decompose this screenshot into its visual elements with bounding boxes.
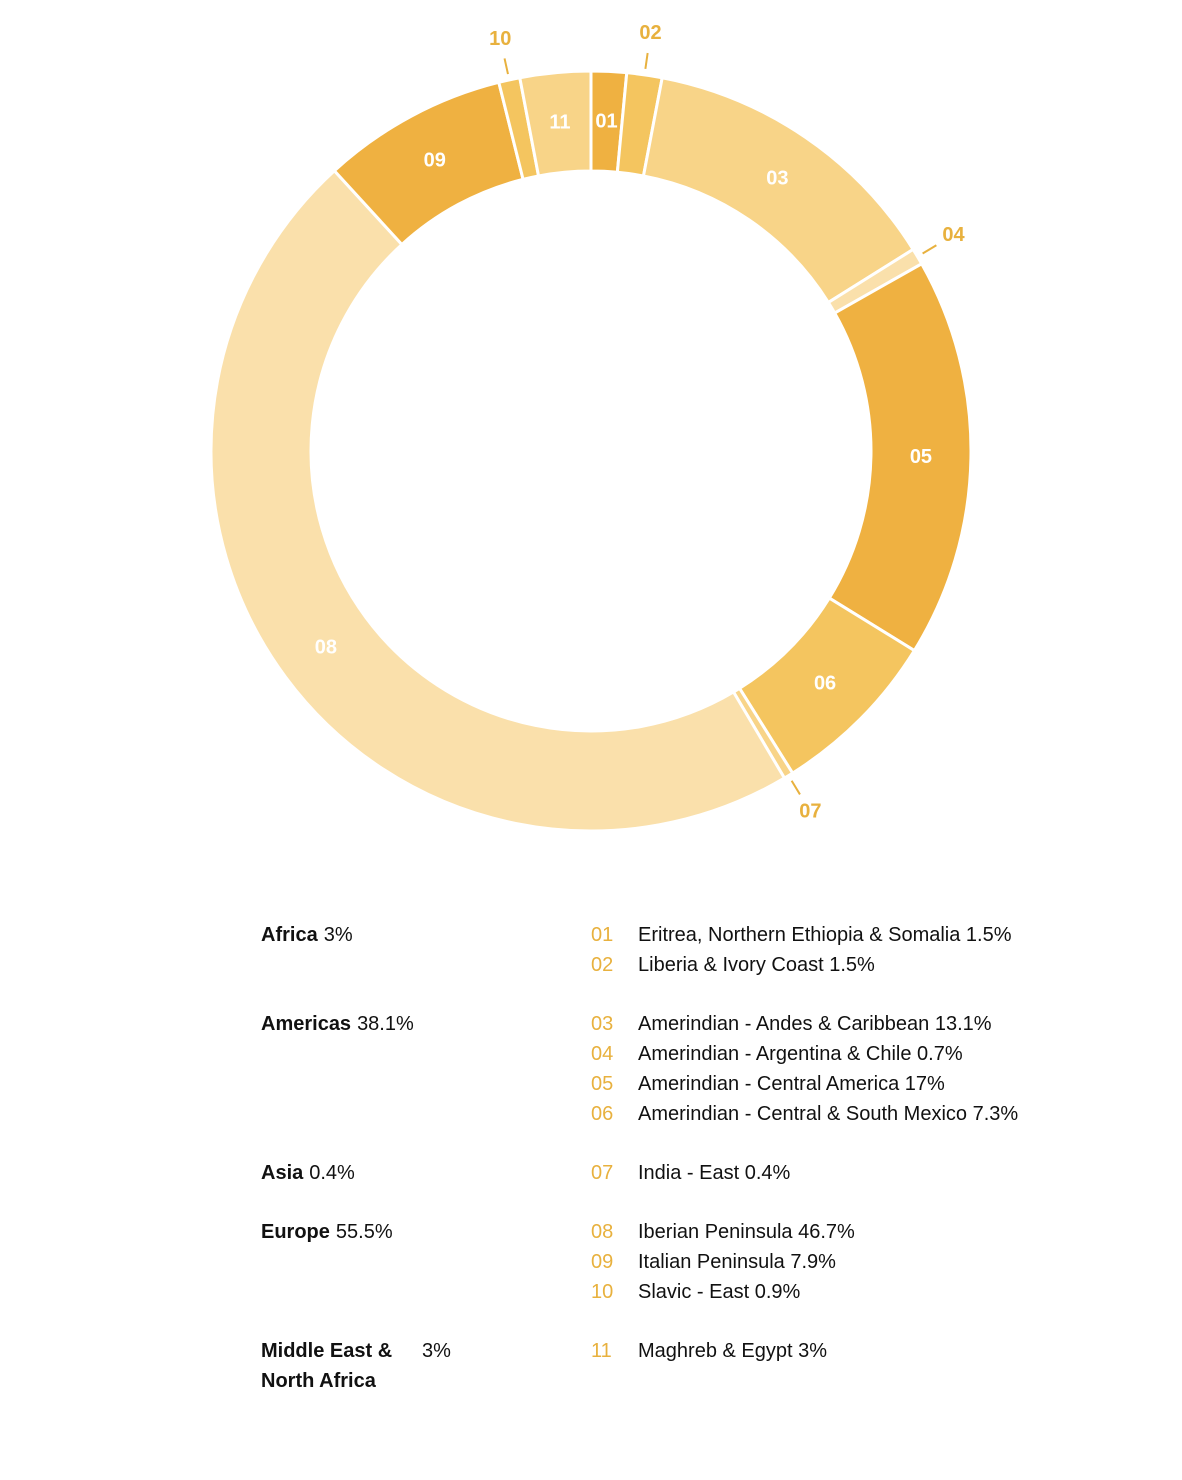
- legend-group: Middle East & North Africa 3% 11 Maghreb & …: [0, 1336, 1182, 1392]
- legend-item-number: 03: [591, 1013, 614, 1035]
- legend-item-label: Amerindian - Central & South Mexico 7.3%: [638, 1103, 1019, 1125]
- legend-item: 09 Italian Peninsula 7.9%: [591, 1247, 855, 1277]
- legend-item-number: 01: [591, 924, 614, 946]
- slice-label-10: 10: [489, 28, 511, 50]
- legend-item-number: 10: [591, 1281, 614, 1303]
- legend-item-label: Iberian Peninsula 46.7%: [638, 1221, 855, 1243]
- leader-line-04: [922, 244, 937, 255]
- slice-label-03: 03: [766, 168, 788, 190]
- legend-group: Americas 38.1% 03 Amerindian - Andes & Cari…: [0, 1009, 1182, 1129]
- legend-item-label: Amerindian - Central America 17%: [638, 1073, 945, 1095]
- legend-item: 06 Amerindian - Central & South Mexico 7.…: [591, 1099, 1018, 1129]
- legend-items: 11 Maghreb & Egypt 3%: [591, 1336, 827, 1366]
- legend-items: 08 Iberian Peninsula 46.7% 09 Italian Penin…: [591, 1217, 855, 1307]
- legend-group: Asia 0.4% 07 India - East 0.4%: [0, 1158, 1182, 1188]
- region-percent: 55.5%: [335, 1221, 393, 1243]
- legend-region: Europe 55.5%: [261, 1217, 561, 1247]
- region-name: Asia: [261, 1162, 304, 1184]
- legend-item: 05 Amerindian - Central America 17%: [591, 1069, 1018, 1099]
- legend-item: 08 Iberian Peninsula 46.7%: [591, 1217, 855, 1247]
- donut-slice-08: [209, 168, 787, 833]
- legend-group: Africa 3% 01 Eritrea, Northern Ethiopia & S…: [0, 920, 1182, 980]
- legend-item: 04 Amerindian - Argentina & Chile 0.7%: [591, 1039, 1018, 1069]
- legend-region: Americas 38.1%: [261, 1009, 561, 1039]
- region-name: Africa: [261, 924, 318, 946]
- legend-item-label: Maghreb & Egypt 3%: [638, 1340, 827, 1362]
- region-percent: 3%: [323, 924, 353, 946]
- region-name: Europe: [261, 1221, 330, 1243]
- donut-slice-05: [827, 261, 973, 653]
- slice-label-08: 08: [315, 636, 337, 658]
- legend-item-label: Italian Peninsula 7.9%: [638, 1251, 836, 1273]
- legend-item-number: 09: [591, 1251, 614, 1273]
- legend-item-label: Amerindian - Argentina & Chile 0.7%: [638, 1043, 963, 1065]
- leader-line-07: [790, 780, 801, 795]
- region-percent: 38.1%: [357, 1013, 414, 1035]
- region-name: Americas: [261, 1013, 352, 1035]
- slice-label-06: 06: [814, 673, 836, 695]
- region-percent: 0.4%: [309, 1162, 355, 1184]
- donut-slices: [209, 69, 973, 833]
- legend-region: Asia 0.4%: [261, 1158, 561, 1188]
- leader-line-02: [644, 52, 649, 69]
- donut-labels: 01 02 03 04 05 06 07 08 09 10 11: [315, 22, 966, 822]
- legend-item-number: 04: [591, 1043, 614, 1065]
- slice-label-01: 01: [595, 110, 617, 132]
- legend-item: 07 India - East 0.4%: [591, 1158, 790, 1188]
- label-leader-lines: [503, 52, 937, 795]
- legend-item-number: 05: [591, 1073, 614, 1095]
- legend-items: 01 Eritrea, Northern Ethiopia & Somalia 1…: [591, 920, 1012, 980]
- legend-item-label: Amerindian - Andes & Caribbean 13.1%: [638, 1013, 992, 1035]
- legend-item-number: 02: [591, 954, 614, 976]
- donut-slice-11: [518, 69, 593, 178]
- legend-item-number: 06: [591, 1103, 614, 1125]
- legend-item: 03 Amerindian - Andes & Caribbean 13.1%: [591, 1009, 1018, 1039]
- donut-slice-03: [641, 75, 916, 305]
- slice-label-05: 05: [910, 446, 932, 468]
- legend-item: 02 Liberia & Ivory Coast 1.5%: [591, 950, 1012, 980]
- slice-label-11: 11: [549, 111, 570, 133]
- slice-label-04: 04: [942, 224, 965, 246]
- legend: Africa 3% 01 Eritrea, Northern Ethiopia & S…: [0, 920, 1182, 1395]
- legend-items: 03 Amerindian - Andes & Caribbean 13.1% 04…: [591, 1009, 1018, 1129]
- donut-chart: 01 02 03 04 05 06 07 08 09 10 11: [209, 22, 973, 833]
- legend-region: Middle East & North Africa 3%: [261, 1336, 561, 1396]
- region-name: Middle East & North Africa: [261, 1340, 393, 1392]
- legend-item-label: India - East 0.4%: [638, 1162, 791, 1184]
- legend-item-number: 07: [591, 1162, 614, 1184]
- legend-item: 10 Slavic - East 0.9%: [591, 1277, 855, 1307]
- legend-item: 01 Eritrea, Northern Ethiopia & Somalia 1…: [591, 920, 1012, 950]
- legend-item-number: 08: [591, 1221, 614, 1243]
- legend-group: Europe 55.5% 08 Iberian Peninsula 46.7% 09 It…: [0, 1217, 1182, 1307]
- legend-item-label: Liberia & Ivory Coast 1.5%: [638, 954, 875, 976]
- legend-items: 07 India - East 0.4%: [591, 1158, 790, 1188]
- region-percent: 3%: [422, 1340, 451, 1362]
- slice-label-09: 09: [424, 149, 446, 171]
- legend-item-label: Slavic - East 0.9%: [638, 1281, 801, 1303]
- legend-item-label: Eritrea, Northern Ethiopia & Somalia 1.5…: [638, 924, 1012, 946]
- legend-item-number: 11: [591, 1340, 612, 1362]
- slice-label-02: 02: [639, 22, 661, 44]
- legend-region: Africa 3%: [261, 920, 561, 950]
- slice-label-07: 07: [799, 801, 821, 823]
- legend-item: 11 Maghreb & Egypt 3%: [591, 1336, 827, 1366]
- leader-line-10: [503, 58, 509, 75]
